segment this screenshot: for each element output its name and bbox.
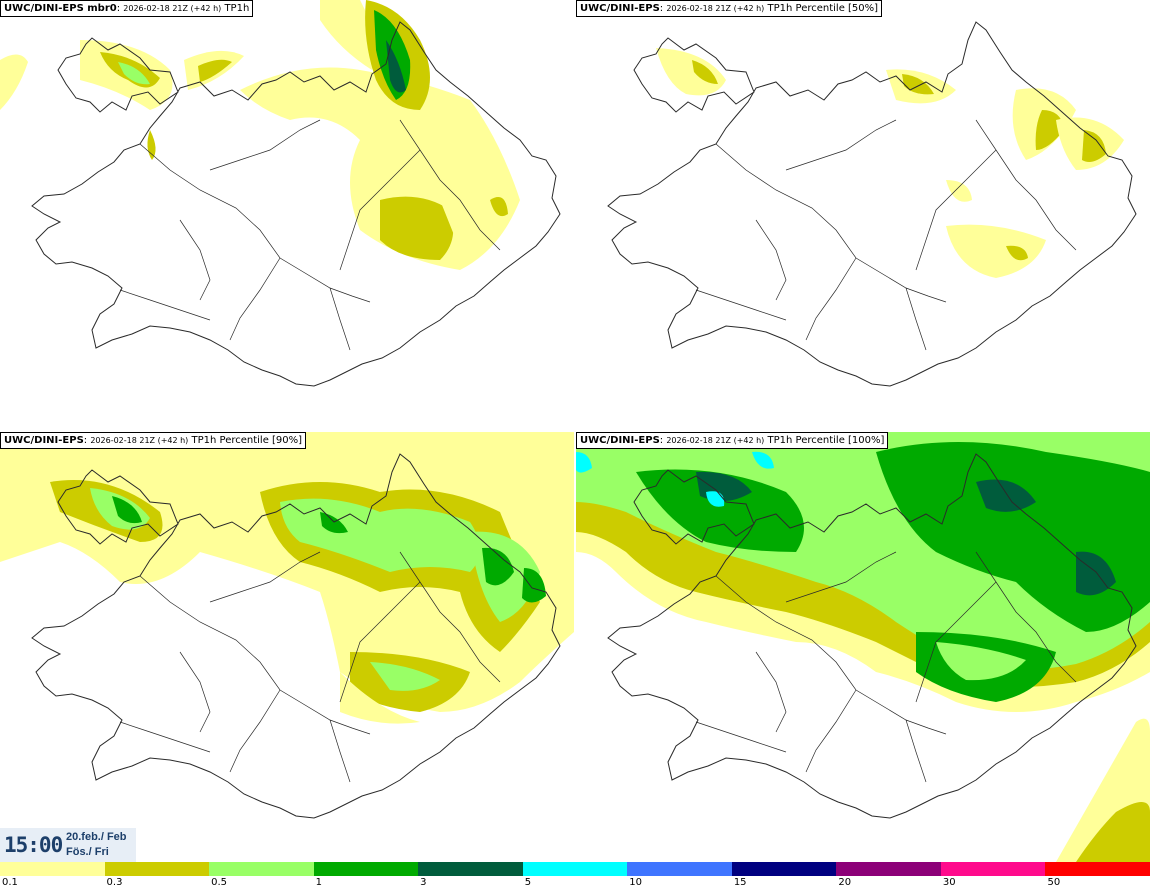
valid-time-box: 15:00 20.feb./ Feb Fös./ Fri	[0, 828, 136, 862]
colorbar-segment	[731, 862, 837, 876]
colorbar-segment	[104, 862, 210, 876]
colorbar-tick-label: 1	[315, 877, 322, 888]
map-panel-p90: UWC/DINI-EPS: 2026-02-18 21Z (+42 h) TP1…	[0, 432, 574, 862]
colorbar-segment	[940, 862, 1046, 876]
precip-map-p100	[576, 432, 1150, 862]
precip-colorbar	[0, 862, 1150, 876]
model-label: UWC/DINI-EPS mbr0	[4, 3, 117, 14]
panel-title: UWC/DINI-EPS: 2026-02-18 21Z (+42 h) TP1…	[576, 432, 889, 449]
colorbar-tick-label: 20	[838, 877, 852, 888]
precip-fill	[0, 0, 520, 270]
run-label: 2026-02-18 21Z (+42 h)	[123, 4, 222, 13]
colorbar-segment	[313, 862, 419, 876]
colorbar-tick-label: 0.3	[106, 877, 123, 888]
valid-day: Fös./ Fri	[66, 846, 109, 858]
colorbar-segment	[0, 862, 105, 876]
colorbar-tick-label: 0.1	[2, 877, 18, 888]
colorbar-tick-label: 3	[420, 877, 427, 888]
colorbar-tick-label: 0.5	[211, 877, 227, 888]
map-panel-p100: UWC/DINI-EPS: 2026-02-18 21Z (+42 h) TP1…	[576, 432, 1150, 862]
field-label: TP1h	[224, 3, 250, 14]
precip-map-mbr0	[0, 0, 561, 387]
field-label: TP1h Percentile [100%]	[767, 435, 885, 446]
colorbar-segment	[1045, 862, 1150, 876]
colorbar-tick-label: 50	[1047, 877, 1061, 888]
colorbar-tick-label: 5	[524, 877, 532, 888]
run-label: 2026-02-18 21Z (+42 h)	[666, 436, 765, 445]
model-label: UWC/DINI-EPS	[4, 435, 84, 446]
map-panel-mbr0: UWC/DINI-EPS mbr0: 2026-02-18 21Z (+42 h…	[0, 0, 574, 430]
panel-title: UWC/DINI-EPS mbr0: 2026-02-18 21Z (+42 h…	[0, 0, 254, 17]
colorbar-segment	[836, 862, 942, 876]
field-label: TP1h Percentile [50%]	[767, 3, 879, 14]
colorbar-segment	[418, 862, 524, 876]
precip-fill	[576, 432, 1150, 862]
colorbar-tick-label: 10	[629, 877, 642, 888]
colorbar-tick-label: 15	[733, 877, 747, 888]
precip-fill	[656, 48, 1124, 278]
colorbar-segment	[209, 862, 315, 876]
colorbar-segment	[627, 862, 733, 876]
valid-time: 15:00	[4, 833, 63, 857]
precip-map-p90	[0, 432, 574, 819]
run-label: 2026-02-18 21Z (+42 h)	[90, 436, 189, 445]
colorbar-segment	[522, 862, 628, 876]
panel-title: UWC/DINI-EPS: 2026-02-18 21Z (+42 h) TP1…	[0, 432, 307, 449]
colorbar-ticks: 0.1 0.3 0.5 1 3 5 10 15 20 30 50	[0, 876, 1150, 891]
panel-title: UWC/DINI-EPS: 2026-02-18 21Z (+42 h) TP1…	[576, 0, 883, 17]
field-label: TP1h Percentile [90%]	[191, 435, 303, 446]
model-label: UWC/DINI-EPS	[580, 3, 660, 14]
model-label: UWC/DINI-EPS	[580, 435, 660, 446]
colorbar-tick-label: 30	[942, 877, 956, 888]
precip-map-p50	[607, 21, 1137, 387]
valid-date: 20.feb./ Feb	[66, 831, 127, 843]
run-label: 2026-02-18 21Z (+42 h)	[666, 4, 765, 13]
map-panel-p50: UWC/DINI-EPS: 2026-02-18 21Z (+42 h) TP1…	[576, 0, 1150, 430]
precip-fill	[0, 432, 574, 724]
